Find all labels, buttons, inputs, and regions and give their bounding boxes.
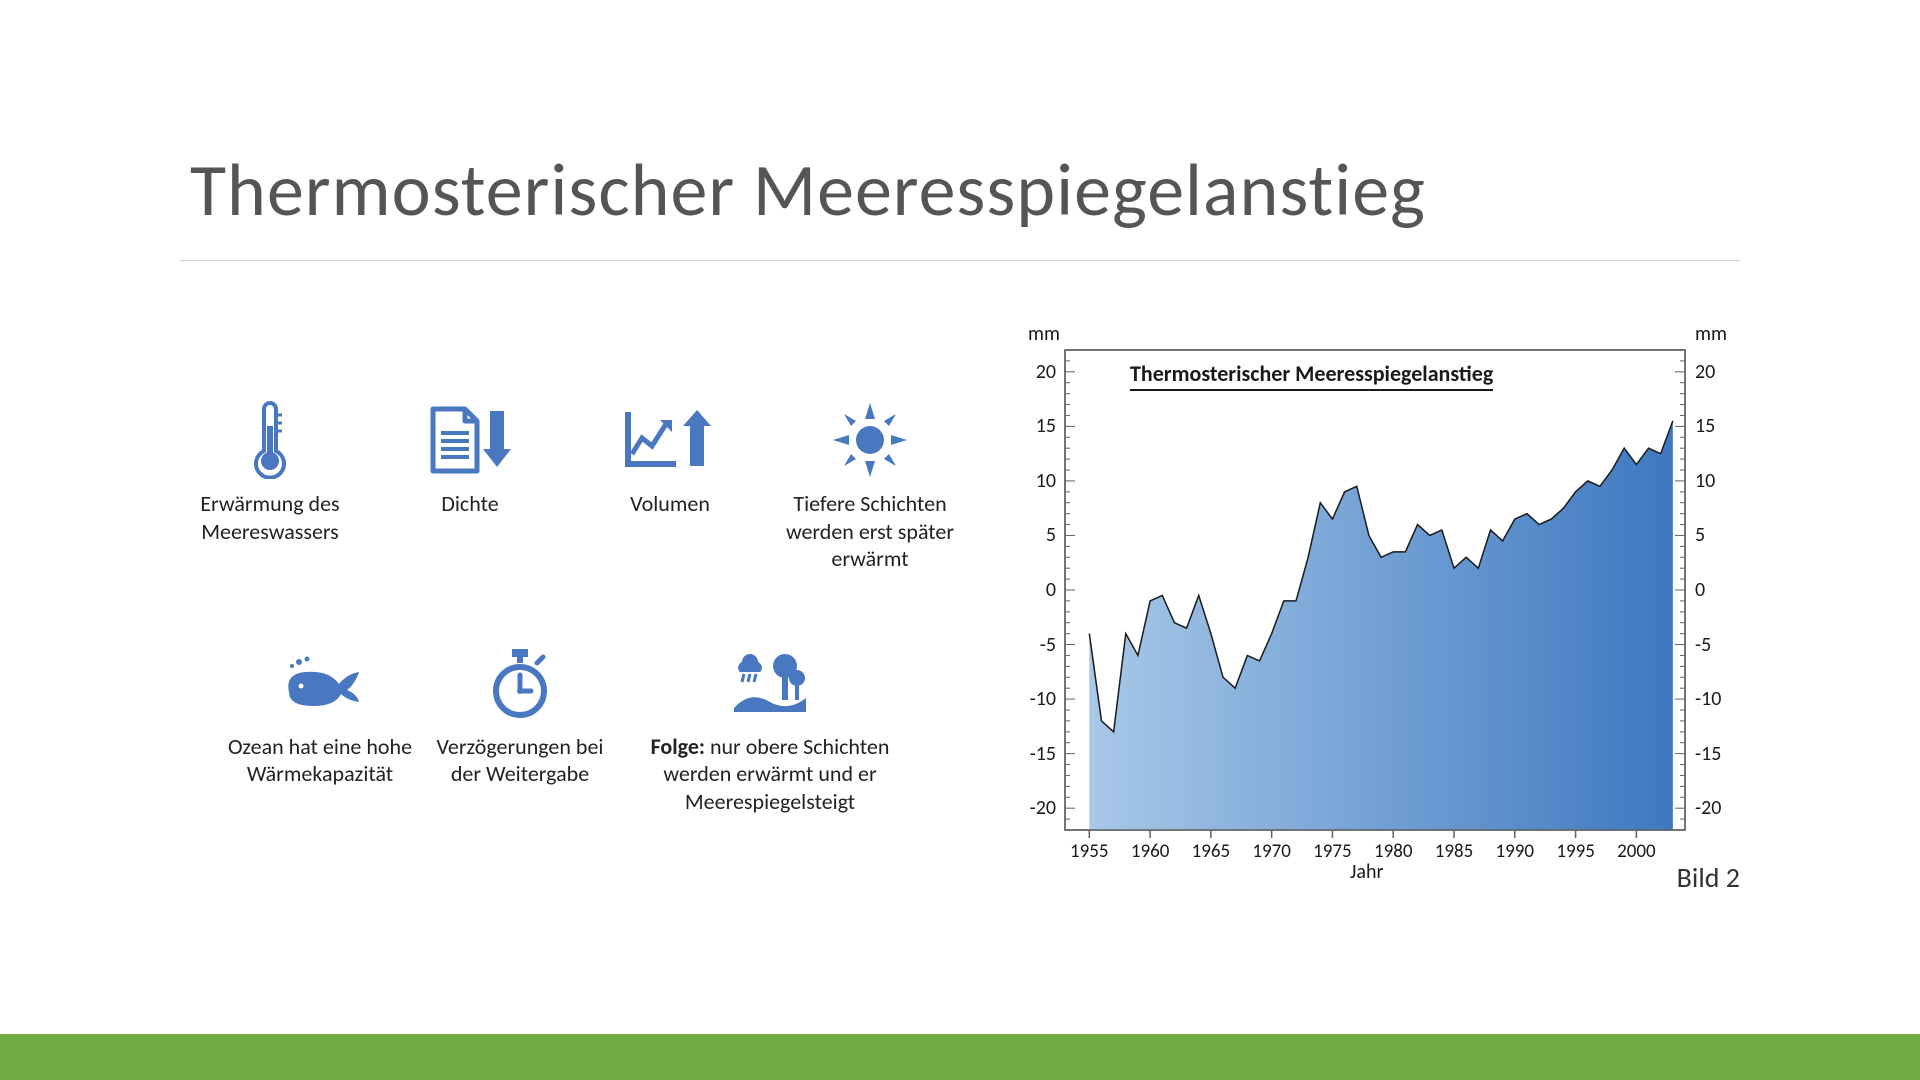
landscape-rain-icon	[730, 643, 810, 723]
ytick-label: 0	[1014, 578, 1056, 602]
stopwatch-icon	[487, 643, 553, 723]
xtick-label: 1965	[1192, 840, 1231, 863]
icon-grid: Erwärmung des Meereswassers	[170, 400, 970, 815]
ytick-label-right: -5	[1695, 633, 1737, 657]
xtick-label: 1995	[1556, 840, 1595, 863]
xtick-label: 1975	[1313, 840, 1352, 863]
xtick-label: 1955	[1070, 840, 1109, 863]
ytick-label: -20	[1014, 796, 1056, 820]
ytick-label: -15	[1014, 742, 1056, 766]
y-unit-left: mm	[1028, 322, 1060, 346]
icon-cell-stopwatch: Verzögerungen bei der Weitergabe	[420, 643, 620, 816]
thermometer-icon	[250, 400, 290, 480]
ytick-label-right: 0	[1695, 578, 1737, 602]
icon-cell-thermometer: Erwärmung des Meereswassers	[170, 400, 370, 573]
icon-row-2: Ozean hat eine hohe Wärmekapazität Verzö…	[170, 643, 970, 816]
icon-cell-landscape: Folge: nur obere Schichten werden erwärm…	[620, 643, 920, 816]
ytick-label: -10	[1014, 687, 1056, 711]
ytick-label-right: 20	[1695, 360, 1737, 384]
ytick-label-right: -10	[1695, 687, 1737, 711]
chart-inner-title: Thermosterischer Meeresspiegelanstieg	[1130, 360, 1493, 391]
icon-label: Folge: nur obere Schichten werden erwärm…	[620, 733, 920, 816]
icon-label: Volumen	[630, 490, 710, 518]
slide: Thermosterischer Meeresspiegelanstieg	[0, 0, 1920, 1080]
label-bold: Folge:	[651, 733, 705, 760]
icon-label: Verzögerungen bei der Weitergabe	[420, 733, 620, 788]
title-underline	[180, 260, 1740, 261]
xtick-label: 1990	[1496, 840, 1535, 863]
ytick-label-right: -20	[1695, 796, 1737, 820]
icon-label: Tiefere Schichten werden erst später erw…	[770, 490, 970, 573]
ytick-label-right: -15	[1695, 742, 1737, 766]
ytick-label-right: 10	[1695, 469, 1737, 493]
footer-bar	[0, 1034, 1920, 1080]
icon-cell-document: Dichte	[370, 400, 570, 573]
ytick-label: -5	[1014, 633, 1056, 657]
icon-cell-chart: Volumen	[570, 400, 770, 573]
x-axis-label: Jahr	[1350, 860, 1383, 884]
xtick-label: 2000	[1617, 840, 1656, 863]
icon-label: Dichte	[441, 490, 498, 518]
icon-row-1: Erwärmung des Meereswassers	[170, 400, 970, 573]
icon-label: Ozean hat eine hohe Wärmekapazität	[220, 733, 420, 788]
ytick-label: 10	[1014, 469, 1056, 493]
icon-cell-sun: Tiefere Schichten werden erst später erw…	[770, 400, 970, 573]
ytick-label: 20	[1014, 360, 1056, 384]
chart-svg	[1000, 330, 1740, 870]
y-unit-right: mm	[1695, 322, 1727, 346]
ytick-label-right: 15	[1695, 414, 1737, 438]
document-down-icon	[425, 400, 515, 480]
icon-label: Erwärmung des Meereswassers	[170, 490, 370, 545]
xtick-label: 1985	[1435, 840, 1474, 863]
ytick-label-right: 5	[1695, 523, 1737, 547]
sea-level-chart: mm mm Thermosterischer Meeresspiegelanst…	[1000, 330, 1740, 890]
xtick-label: 1970	[1252, 840, 1291, 863]
sun-icon	[831, 400, 909, 480]
page-title: Thermosterischer Meeresspiegelanstieg	[190, 145, 1426, 235]
chart-up-icon	[620, 400, 720, 480]
xtick-label: 1960	[1131, 840, 1170, 863]
icon-cell-whale: Ozean hat eine hohe Wärmekapazität	[220, 643, 420, 816]
ytick-label: 5	[1014, 523, 1056, 547]
whale-icon	[277, 643, 363, 723]
chart-caption: Bild 2	[1677, 860, 1740, 900]
ytick-label: 15	[1014, 414, 1056, 438]
